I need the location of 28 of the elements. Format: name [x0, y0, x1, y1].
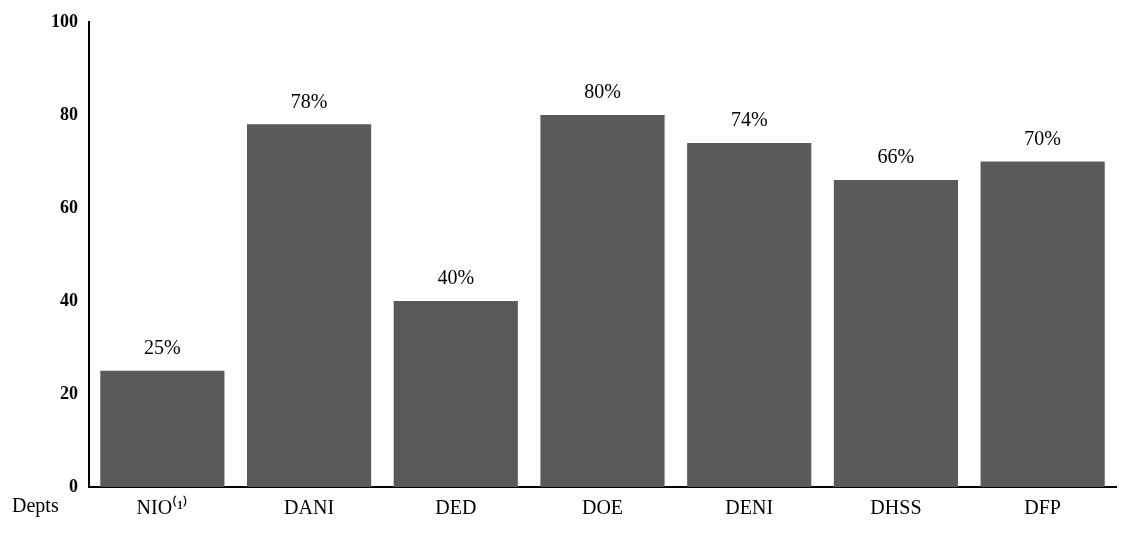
- bar: [833, 180, 959, 487]
- y-tick-label: 60: [60, 196, 78, 217]
- bar: [980, 161, 1105, 487]
- y-tick-label: 100: [51, 10, 78, 31]
- data-label: 25%: [144, 336, 181, 358]
- x-tick-label: DANI: [284, 496, 335, 519]
- x-tick-label: NIO⁽¹⁾: [136, 495, 189, 519]
- x-tick-label: DED: [435, 496, 477, 519]
- x-tick-label: DOE: [581, 496, 624, 519]
- bar: [100, 370, 225, 487]
- x-tick-label: DHSS: [870, 496, 922, 519]
- y-tick-label: 40: [60, 289, 78, 310]
- x-tick-label: DFP: [1024, 496, 1061, 519]
- data-label: 78%: [290, 89, 328, 112]
- y-tick-label: 80: [60, 103, 78, 124]
- data-label: 80%: [584, 80, 621, 103]
- data-label: 70%: [1024, 126, 1061, 149]
- bar: [540, 115, 665, 487]
- data-label: 74%: [730, 108, 768, 131]
- y-tick-label: 0: [69, 475, 78, 496]
- bar: [393, 301, 518, 487]
- bar: [687, 142, 812, 487]
- data-label: 66%: [877, 145, 915, 168]
- x-tick-label: DENI: [725, 496, 774, 519]
- y-tick-label: 20: [60, 382, 78, 403]
- bar: [246, 124, 372, 487]
- data-label: 40%: [437, 266, 475, 289]
- x-axis-title: Depts: [12, 494, 59, 518]
